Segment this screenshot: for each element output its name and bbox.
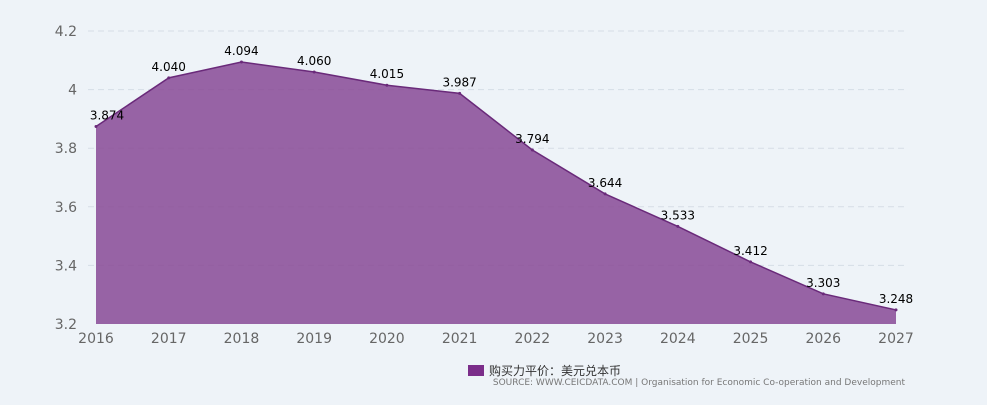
- x-tick-label: 2026: [805, 331, 841, 347]
- y-tick-label: 3.6: [55, 200, 77, 216]
- data-label: 3.303: [806, 276, 840, 290]
- source-note: SOURCE: WWW.CEICDATA.COM | Organisation …: [492, 378, 905, 388]
- data-point: [312, 70, 316, 74]
- data-point: [385, 83, 389, 87]
- series-line: [95, 61, 897, 311]
- data-point: [894, 308, 898, 312]
- x-tick-label: 2025: [733, 331, 769, 347]
- x-tick-label: 2023: [587, 331, 623, 347]
- data-label: 4.094: [224, 44, 258, 58]
- data-point: [239, 60, 243, 64]
- data-point: [821, 292, 825, 296]
- legend-label: 购买力平价：美元兑本币: [489, 364, 622, 378]
- x-tick-label: 2016: [78, 331, 114, 347]
- x-tick-label: 2021: [442, 331, 478, 347]
- x-tick-label: 2024: [660, 331, 696, 347]
- series-area: [96, 62, 896, 325]
- data-label: 3.874: [90, 109, 124, 123]
- y-tick-label: 4: [68, 83, 77, 99]
- data-point: [603, 192, 607, 196]
- y-tick-label: 4.2: [55, 24, 77, 40]
- x-tick-label: 2020: [369, 331, 405, 347]
- data-label: 4.015: [370, 67, 404, 81]
- data-label: 3.644: [588, 176, 622, 190]
- x-tick-label: 2017: [151, 331, 187, 347]
- data-label: 3.412: [733, 244, 767, 258]
- y-tick-label: 3.8: [55, 141, 77, 157]
- data-label: 3.248: [879, 292, 913, 306]
- data-point: [530, 148, 534, 152]
- x-tick-label: 2019: [296, 331, 332, 347]
- data-label: 3.533: [661, 208, 695, 222]
- data-label: 3.987: [442, 75, 476, 89]
- data-point: [458, 91, 462, 95]
- x-tick-label: 2022: [515, 331, 551, 347]
- y-tick-label: 3.2: [55, 317, 77, 333]
- x-tick-label: 2027: [878, 331, 914, 347]
- legend-swatch: [468, 365, 484, 376]
- legend[interactable]: 购买力平价：美元兑本币: [468, 362, 621, 379]
- x-tick-label: 2018: [224, 331, 260, 347]
- data-point: [676, 224, 680, 228]
- y-tick-label: 3.4: [55, 258, 77, 274]
- data-point: [167, 76, 171, 80]
- data-label: 4.040: [152, 60, 186, 74]
- data-label: 4.060: [297, 54, 331, 68]
- data-label: 3.794: [515, 132, 549, 146]
- data-point: [94, 125, 98, 129]
- data-point: [749, 260, 753, 264]
